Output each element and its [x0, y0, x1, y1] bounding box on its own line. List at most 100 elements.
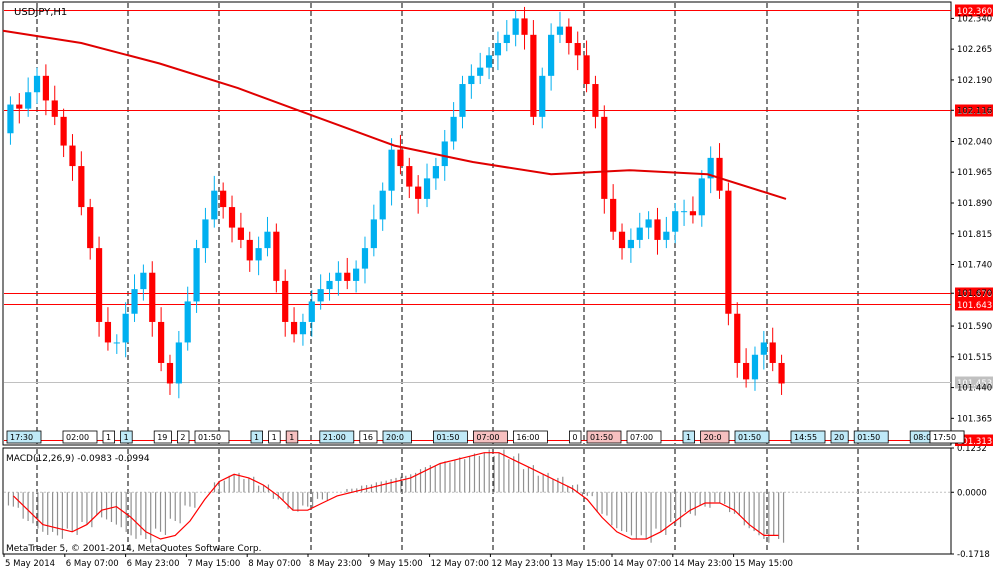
- x-tick-label: 6 May 23:00: [127, 559, 180, 569]
- event-marker: 1: [102, 430, 116, 444]
- price-axis: 102.340 102.265 102.190 102.116 102.040 101.9…: [951, 14, 992, 424]
- candle: [494, 31, 502, 71]
- x-tick-label: 13 May 15:00: [552, 559, 610, 569]
- price-grid: [36, 3, 859, 444]
- candle-body: [760, 342, 767, 355]
- candle-body: [397, 149, 404, 167]
- candle: [388, 138, 395, 206]
- candle: [521, 6, 528, 50]
- event-label: 20:0: [704, 433, 722, 442]
- event-box: [626, 430, 662, 444]
- candle-body: [113, 342, 120, 344]
- candle-body: [751, 354, 759, 380]
- candle-body: [228, 207, 236, 228]
- event-box: [569, 430, 582, 444]
- candle: [290, 307, 298, 343]
- candle-body: [255, 248, 262, 261]
- candle: [645, 211, 652, 240]
- event-label: 01:50: [738, 433, 761, 442]
- candle-body: [654, 219, 661, 240]
- event-marker: 17:30: [6, 430, 42, 444]
- ma-line: [2, 29, 787, 200]
- price-chart[interactable]: 102.360 102.116 101.670 101.643 101.453 101.3…: [0, 0, 1000, 446]
- candle-body: [237, 227, 244, 240]
- candle: [406, 157, 413, 199]
- candle-body: [25, 92, 32, 109]
- event-label: 16: [363, 433, 373, 442]
- candle: [636, 212, 643, 249]
- candle-body: [290, 321, 298, 335]
- candle-body: [477, 67, 484, 76]
- candle: [565, 18, 572, 55]
- candle: [707, 146, 714, 194]
- event-box: [285, 430, 299, 444]
- candle-body: [441, 141, 448, 167]
- candle-body: [565, 26, 572, 44]
- level-badge: 101.670: [955, 287, 993, 300]
- indicator-label: MACD(12,26,9) -0.0983 -0.0994: [6, 454, 150, 464]
- candle-body: [610, 198, 617, 232]
- event-label: 07:00: [476, 433, 499, 442]
- y-tick-label: 101.670: [957, 289, 992, 299]
- event-marker: 21:00: [319, 430, 355, 444]
- candle-body: [769, 342, 776, 363]
- candle: [16, 93, 23, 124]
- x-tick-label: 8 May 23:00: [309, 559, 362, 569]
- candle: [237, 212, 244, 249]
- event-label: 19: [157, 433, 167, 442]
- event-marker: 0: [569, 430, 582, 444]
- candle: [477, 52, 484, 85]
- candle-body: [539, 75, 546, 117]
- candle: [202, 207, 209, 263]
- candle-body: [379, 190, 386, 220]
- candle-body: [16, 104, 23, 109]
- candle-body: [530, 34, 537, 117]
- candle: [743, 348, 750, 388]
- y-tick-label: 0.0000: [957, 488, 987, 498]
- event-marker: 01:50: [586, 430, 622, 444]
- y-tick-label: 102.340: [957, 14, 992, 24]
- event-box: [120, 430, 133, 444]
- candle-body: [725, 190, 732, 314]
- candle: [512, 10, 519, 47]
- macd-chart[interactable]: 0.1232 0.0000 -0.1718 5 May 2014 6 May 07:0…: [0, 446, 1000, 574]
- candle: [751, 346, 759, 391]
- event-box: [853, 430, 889, 444]
- level-badge: 102.360: [955, 4, 993, 17]
- level-value: 101.313: [957, 437, 992, 446]
- candle: [610, 184, 617, 240]
- candle: [432, 157, 439, 190]
- event-marker: 20:0: [700, 430, 730, 444]
- event-label: 20:0: [386, 433, 404, 442]
- candle: [273, 223, 280, 293]
- candle-body: [778, 362, 785, 384]
- candle-body: [521, 18, 528, 35]
- candle-body: [131, 289, 138, 314]
- candle-body: [184, 301, 191, 343]
- event-box: [153, 430, 172, 444]
- candle-body: [548, 34, 555, 76]
- time-axis: 5 May 2014 6 May 07:00 6 May 23:00 7 May 15…: [3, 554, 793, 569]
- candle-body: [716, 157, 723, 191]
- event-box: [790, 430, 826, 444]
- y-tick-label: 102.040: [957, 137, 992, 147]
- level-badge: 101.453: [955, 376, 993, 389]
- candle-body: [574, 43, 581, 56]
- candle: [344, 257, 351, 290]
- event-label: 17:50: [933, 433, 956, 442]
- candle-body: [592, 84, 599, 117]
- candle-body: [158, 321, 165, 363]
- event-box: [586, 430, 622, 444]
- event-marker: 20: [830, 430, 849, 444]
- candle-body: [175, 342, 182, 384]
- event-box: [250, 430, 264, 444]
- candle-body: [7, 104, 14, 134]
- event-marker: 1: [120, 430, 133, 444]
- event-box: [6, 430, 42, 444]
- candle-body: [388, 149, 395, 191]
- level-badge-bg: [955, 376, 993, 389]
- candle-body: [166, 362, 174, 384]
- candle: [95, 236, 103, 337]
- event-marker: 01:50: [734, 430, 770, 444]
